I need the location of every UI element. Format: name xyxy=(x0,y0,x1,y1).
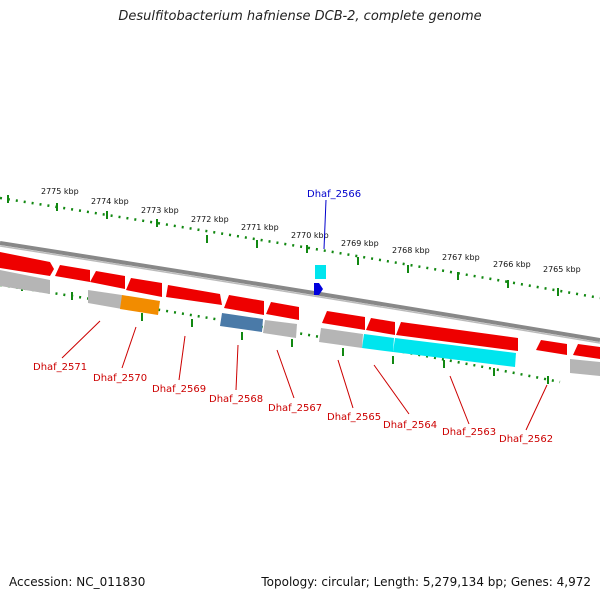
kbp-label: 2767 kbp xyxy=(442,253,480,262)
kbp-label: 2769 kbp xyxy=(341,239,379,248)
upper-major-ticks xyxy=(7,195,559,296)
genome-backbone-shadow xyxy=(0,245,600,344)
gene-label[interactable]: Dhaf_2565 xyxy=(327,412,381,423)
kbp-labels: 2775 kbp 2774 kbp 2773 kbp 2772 kbp 2771… xyxy=(41,187,581,274)
gene-block[interactable] xyxy=(120,295,160,315)
gene-block[interactable] xyxy=(263,320,297,338)
gene-arrow[interactable] xyxy=(536,340,567,355)
gene-highlight-rna[interactable] xyxy=(315,265,326,279)
gene-arrow[interactable] xyxy=(126,278,162,297)
gene-label[interactable]: Dhaf_2570 xyxy=(93,373,147,384)
gene-arrow[interactable] xyxy=(396,322,518,351)
gene-arrow[interactable] xyxy=(573,344,600,359)
gene-label[interactable]: Dhaf_2567 xyxy=(268,403,322,414)
gene-block[interactable] xyxy=(362,334,394,352)
label-connectors xyxy=(61,320,548,431)
gene-arrow[interactable] xyxy=(166,285,222,305)
kbp-label: 2768 kbp xyxy=(392,246,430,255)
accession-text: Accession: NC_011830 xyxy=(9,575,146,589)
kbp-label: 2772 kbp xyxy=(191,215,229,224)
gene-label[interactable]: Dhaf_2562 xyxy=(499,434,553,445)
gene-label[interactable]: Dhaf_2569 xyxy=(152,384,206,395)
genome-summary-text: Topology: circular; Length: 5,279,134 bp… xyxy=(261,575,591,589)
gene-arrow[interactable] xyxy=(90,271,125,289)
gene-label[interactable]: Dhaf_2568 xyxy=(209,394,263,405)
lower-major-ticks xyxy=(21,283,549,384)
gene-arrow[interactable] xyxy=(55,265,90,282)
upper-tick-track xyxy=(0,196,600,300)
gene-arrow[interactable] xyxy=(0,252,54,276)
gene-label[interactable]: Dhaf_2563 xyxy=(442,427,496,438)
kbp-label: 2775 kbp xyxy=(41,187,79,196)
kbp-label: 2773 kbp xyxy=(141,206,179,215)
genome-backbone xyxy=(0,241,600,342)
gene-arrow[interactable] xyxy=(224,295,264,315)
kbp-label: 2771 kbp xyxy=(241,223,279,232)
gene-arrow[interactable] xyxy=(266,302,299,320)
label-connector-top xyxy=(323,199,327,250)
kbp-label: 2766 kbp xyxy=(493,260,531,269)
gene-block[interactable] xyxy=(0,270,50,294)
gene-arrow[interactable] xyxy=(366,318,395,335)
gene-block[interactable] xyxy=(220,313,263,332)
gene-label[interactable]: Dhaf_2564 xyxy=(383,420,437,431)
gene-label-top[interactable]: Dhaf_2566 xyxy=(307,189,361,200)
gene-block[interactable] xyxy=(393,338,516,367)
gene-block[interactable] xyxy=(88,290,122,309)
gene-track-upper xyxy=(0,252,600,376)
gene-highlight-arrow[interactable] xyxy=(314,283,323,295)
map-title: Desulfitobacterium hafniense DCB-2, comp… xyxy=(118,9,482,24)
kbp-label: 2774 kbp xyxy=(91,197,129,206)
kbp-label: 2770 kbp xyxy=(291,231,329,240)
gene-block[interactable] xyxy=(319,328,363,348)
kbp-label: 2765 kbp xyxy=(543,265,581,274)
gene-label[interactable]: Dhaf_2571 xyxy=(33,362,87,373)
gene-block[interactable] xyxy=(570,359,600,376)
gene-arrow[interactable] xyxy=(322,311,365,330)
